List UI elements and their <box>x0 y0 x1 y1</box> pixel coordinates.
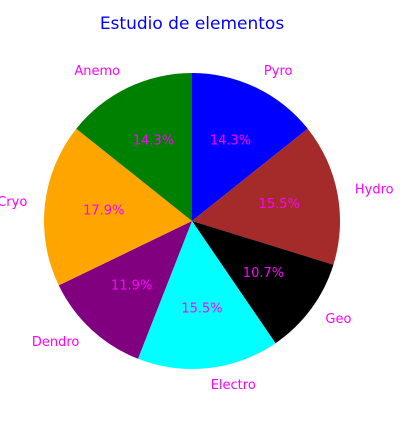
pie-slice-geo <box>192 221 334 344</box>
slice-labels: Pyro 14.3% Hydro 15.5% Geo 10.7% Electro 15.5% D… <box>0 64 394 393</box>
pie-slices <box>44 73 340 370</box>
slice-label-cryo: Cryo <box>0 195 27 210</box>
slice-label-dendro: Dendro <box>32 335 80 350</box>
pie-slice-dendro <box>58 221 193 359</box>
percent-label-geo: 10.7% <box>243 266 284 281</box>
slice-label-electro: Electro <box>211 378 256 393</box>
pie-slice-anemo <box>76 73 192 221</box>
pie-slice-cryo <box>44 128 192 286</box>
pie-slice-hydro <box>192 128 340 265</box>
pie-slice-electro <box>138 221 276 370</box>
percent-label-dendro: 11.9% <box>111 279 152 294</box>
percent-label-hydro: 15.5% <box>259 197 300 212</box>
percent-label-anemo: 14.3% <box>133 133 174 148</box>
percent-label-cryo: 17.9% <box>83 204 124 219</box>
chart-title: Estudio de elementos <box>100 14 285 34</box>
percent-label-electro: 15.5% <box>181 302 222 317</box>
slice-label-pyro: Pyro <box>264 64 293 79</box>
percent-label-pyro: 14.3% <box>210 133 251 148</box>
slice-label-geo: Geo <box>325 312 351 327</box>
slice-label-anemo: Anemo <box>74 64 120 79</box>
slice-label-hydro: Hydro <box>355 183 394 198</box>
pie-slice-pyro <box>192 73 308 221</box>
